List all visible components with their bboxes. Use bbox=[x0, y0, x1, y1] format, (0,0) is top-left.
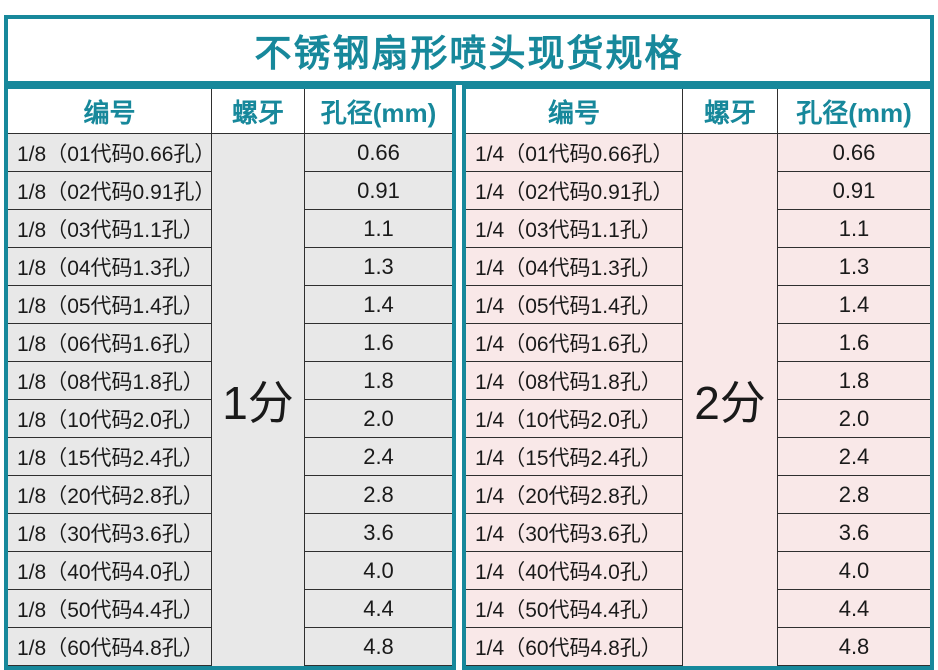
part-code-cell: 1/8（20代码2.8孔） bbox=[8, 476, 211, 514]
part-code-cell: 1/4（01代码0.66孔） bbox=[466, 134, 682, 172]
bore-diameter-cell: 1.6 bbox=[778, 324, 930, 362]
part-code-cell: 1/8（15代码2.4孔） bbox=[8, 438, 211, 476]
bore-column: 0.66 0.91 1.1 1.3 1.4 1.6 1.8 2.0 2.4 2.8 3.6 4.0 4.… bbox=[778, 134, 930, 666]
bore-column: 0.66 0.91 1.1 1.3 1.4 1.6 1.8 2.0 2.4 2.8 3.6 4.0 4.… bbox=[305, 134, 452, 666]
bore-diameter-cell: 1.8 bbox=[305, 362, 452, 400]
part-code-cell: 1/8（10代码2.0孔） bbox=[8, 400, 211, 438]
thread-merged-cell: 2分 bbox=[683, 134, 778, 666]
part-code-cell: 1/4（15代码2.4孔） bbox=[466, 438, 682, 476]
bore-diameter-cell: 1.3 bbox=[778, 248, 930, 286]
spec-table-1-4: 编号 螺牙 孔径(mm) 1/4（01代码0.66孔） 1/4（02代码0.91孔… bbox=[462, 85, 934, 670]
bore-diameter-cell: 2.8 bbox=[778, 476, 930, 514]
bore-diameter-cell: 2.4 bbox=[778, 438, 930, 476]
table-header-row: 编号 螺牙 孔径(mm) bbox=[8, 89, 452, 134]
bore-diameter-cell: 2.0 bbox=[305, 400, 452, 438]
thread-merged-cell: 1分 bbox=[212, 134, 305, 666]
column-header-code: 编号 bbox=[8, 89, 212, 133]
part-code-cell: 1/4（08代码1.8孔） bbox=[466, 362, 682, 400]
thread-label: 1分 bbox=[222, 377, 294, 429]
spec-sheet-inner: 不锈钢扇形喷头现货规格 编号 螺牙 孔径(mm) 1/8（01代码0.66孔） 1… bbox=[4, 15, 934, 670]
part-code-cell: 1/4（40代码4.0孔） bbox=[466, 552, 682, 590]
bore-diameter-cell: 4.8 bbox=[778, 628, 930, 666]
page-title: 不锈钢扇形喷头现货规格 bbox=[4, 15, 934, 85]
bore-diameter-cell: 0.66 bbox=[778, 134, 930, 172]
code-column: 1/4（01代码0.66孔） 1/4（02代码0.91孔） 1/4（03代码1.1孔… bbox=[466, 134, 683, 666]
part-code-cell: 1/4（02代码0.91孔） bbox=[466, 172, 682, 210]
part-code-cell: 1/8（40代码4.0孔） bbox=[8, 552, 211, 590]
bore-diameter-cell: 1.6 bbox=[305, 324, 452, 362]
bore-diameter-cell: 4.4 bbox=[305, 590, 452, 628]
bore-diameter-cell: 1.1 bbox=[778, 210, 930, 248]
code-column: 1/8（01代码0.66孔） 1/8（02代码0.91孔） 1/8（03代码1.1孔… bbox=[8, 134, 215, 666]
bore-diameter-cell: 3.6 bbox=[305, 514, 452, 552]
table-body: 1/8（01代码0.66孔） 1/8（02代码0.91孔） 1/8（03代码1.1孔… bbox=[8, 134, 452, 666]
bore-diameter-cell: 1.4 bbox=[305, 286, 452, 324]
bore-diameter-cell: 4.0 bbox=[305, 552, 452, 590]
column-header-bore: 孔径(mm) bbox=[320, 97, 437, 128]
part-code-cell: 1/4（10代码2.0孔） bbox=[466, 400, 682, 438]
column-header-thread: 螺牙 bbox=[683, 89, 778, 133]
part-code-cell: 1/8（08代码1.8孔） bbox=[8, 362, 211, 400]
part-code-cell: 1/4（06代码1.6孔） bbox=[466, 324, 682, 362]
part-code-cell: 1/8（01代码0.66孔） bbox=[8, 134, 215, 172]
bore-diameter-cell: 0.91 bbox=[778, 172, 930, 210]
part-code-cell: 1/8（04代码1.3孔） bbox=[8, 248, 211, 286]
part-code-cell: 1/4（20代码2.8孔） bbox=[466, 476, 682, 514]
bore-diameter-cell: 1.8 bbox=[778, 362, 930, 400]
column-header-bore: 孔径(mm) bbox=[796, 97, 912, 128]
bore-diameter-cell: 1.4 bbox=[778, 286, 930, 324]
column-header-code: 编号 bbox=[466, 89, 683, 133]
bore-diameter-cell: 2.0 bbox=[778, 400, 930, 438]
part-code-cell: 1/8（60代码4.8孔） bbox=[8, 628, 211, 666]
part-code-cell: 1/8（50代码4.4孔） bbox=[8, 590, 211, 628]
bore-diameter-cell: 4.4 bbox=[778, 590, 930, 628]
bore-diameter-cell: 0.66 bbox=[305, 134, 452, 172]
thread-label: 2分 bbox=[694, 377, 766, 429]
bore-diameter-cell: 0.91 bbox=[305, 172, 452, 210]
table-header-row: 编号 螺牙 孔径(mm) bbox=[466, 89, 930, 134]
part-code-cell: 1/4（05代码1.4孔） bbox=[466, 286, 682, 324]
bore-diameter-cell: 1.3 bbox=[305, 248, 452, 286]
part-code-cell: 1/8（03代码1.1孔） bbox=[8, 210, 211, 248]
bore-diameter-cell: 3.6 bbox=[778, 514, 930, 552]
bore-diameter-cell: 2.4 bbox=[305, 438, 452, 476]
part-code-cell: 1/8（02代码0.91孔） bbox=[8, 172, 215, 210]
part-code-cell: 1/8（05代码1.4孔） bbox=[8, 286, 211, 324]
column-header-thread: 螺牙 bbox=[212, 89, 305, 133]
part-code-cell: 1/4（50代码4.4孔） bbox=[466, 590, 682, 628]
part-code-cell: 1/4（30代码3.6孔） bbox=[466, 514, 682, 552]
bore-diameter-cell: 4.8 bbox=[305, 628, 452, 666]
part-code-cell: 1/4（04代码1.3孔） bbox=[466, 248, 682, 286]
table-body: 1/4（01代码0.66孔） 1/4（02代码0.91孔） 1/4（03代码1.1孔… bbox=[466, 134, 930, 666]
bore-diameter-cell: 4.0 bbox=[778, 552, 930, 590]
part-code-cell: 1/8（30代码3.6孔） bbox=[8, 514, 211, 552]
part-code-cell: 1/4（03代码1.1孔） bbox=[466, 210, 682, 248]
part-code-cell: 1/4（60代码4.8孔） bbox=[466, 628, 682, 666]
tables-row: 编号 螺牙 孔径(mm) 1/8（01代码0.66孔） 1/8（02代码0.91孔… bbox=[4, 85, 934, 670]
bore-diameter-cell: 1.1 bbox=[305, 210, 452, 248]
part-code-cell: 1/8（06代码1.6孔） bbox=[8, 324, 211, 362]
spec-table-1-8: 编号 螺牙 孔径(mm) 1/8（01代码0.66孔） 1/8（02代码0.91孔… bbox=[4, 85, 456, 670]
bore-diameter-cell: 2.8 bbox=[305, 476, 452, 514]
